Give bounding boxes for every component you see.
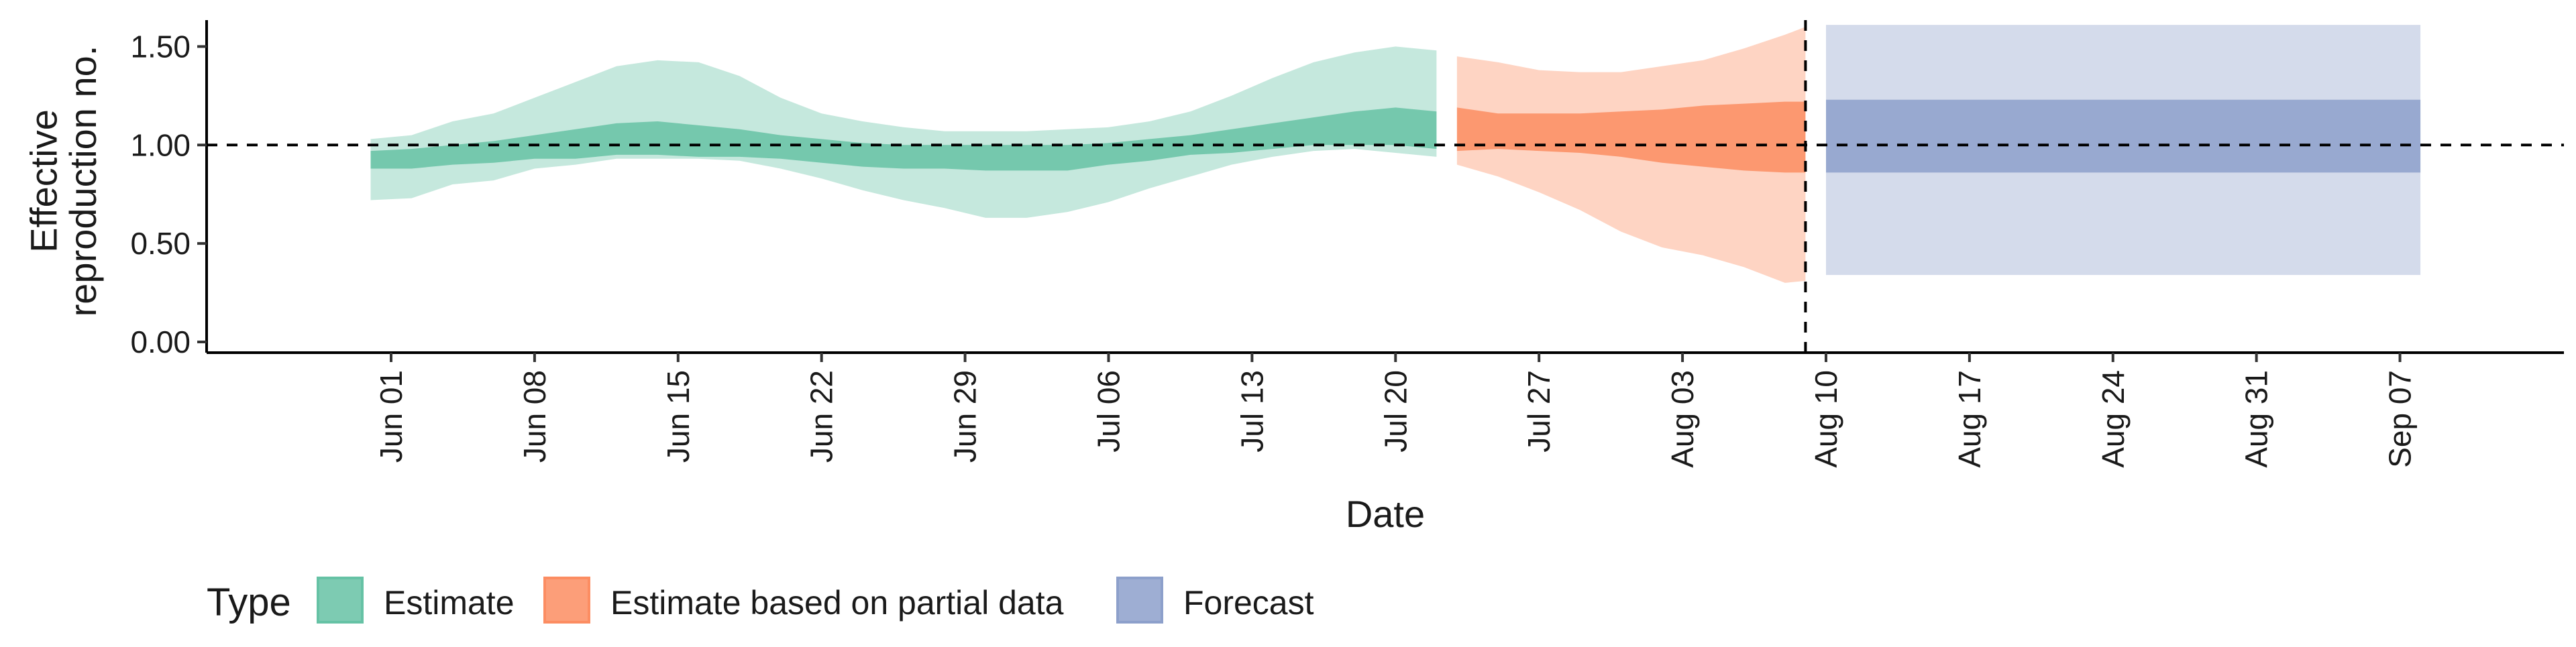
band-inner-estimate — [370, 107, 1437, 171]
x-tick-label: Jul 20 — [1378, 370, 1413, 453]
legend-title: Type — [207, 581, 291, 624]
y-tick-label: 1.50 — [130, 29, 191, 64]
legend-swatch-estimate — [317, 577, 364, 624]
y-axis-title-line: Effective — [22, 109, 64, 253]
x-tick-label: Aug 31 — [2239, 370, 2274, 468]
legend-label-forecast: Forecast — [1183, 584, 1314, 622]
x-tick-label: Aug 17 — [1952, 370, 1987, 468]
reference-lines-layer — [207, 20, 2564, 353]
x-tick-label: Jul 27 — [1521, 370, 1556, 453]
legend-label-estimate-based-on-partial-data: Estimate based on partial data — [610, 584, 1064, 622]
y-tick-label: 0.50 — [130, 226, 191, 261]
x-tick-label: Aug 10 — [1809, 370, 1843, 468]
x-tick-label: Aug 24 — [2096, 370, 2131, 468]
legend: Type Estimate Estimate based on partial da… — [207, 577, 1314, 624]
x-tick-label: Jul 13 — [1234, 370, 1269, 453]
bands-layer — [370, 25, 2421, 283]
x-tick-label: Jun 29 — [948, 370, 983, 463]
x-tick-label: Jul 06 — [1091, 370, 1126, 453]
axes-layer: 0.00 0.50 1.00 1.50 Jun 01 Jun 08 Jun 15 Jun 22… — [22, 20, 2564, 535]
x-axis-title: Date — [1346, 493, 1425, 535]
y-tick-label: 1.00 — [130, 127, 191, 162]
y-tick-label: 0.00 — [130, 325, 191, 359]
y-axis-title: Effectivereproduction no. — [22, 46, 104, 317]
band-inner-estimate-based-on-partial-data — [1456, 101, 1806, 173]
legend-swatch-forecast — [1116, 577, 1163, 624]
legend-swatch-estimate-based-on-partial-data — [543, 577, 590, 624]
x-tick-label: Jun 08 — [517, 370, 552, 463]
legend-label-estimate: Estimate — [384, 584, 515, 622]
x-tick-label: Sep 07 — [2383, 370, 2418, 468]
band-inner-forecast — [1826, 99, 2421, 173]
band-outer-estimate — [370, 46, 1437, 218]
y-axis-title-line: reproduction no. — [62, 46, 104, 317]
x-tick-label: Jun 01 — [374, 370, 409, 463]
x-tick-label: Aug 03 — [1665, 370, 1700, 468]
x-tick-label: Jun 22 — [804, 370, 839, 463]
x-tick-label: Jun 15 — [661, 370, 696, 463]
